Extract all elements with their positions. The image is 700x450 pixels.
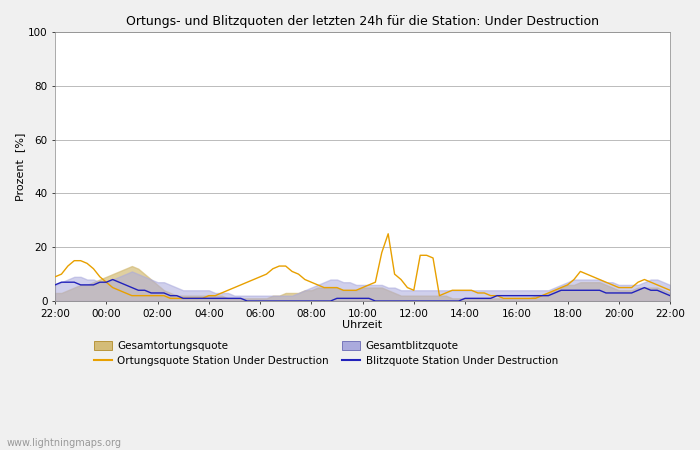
X-axis label: Uhrzeit: Uhrzeit: [342, 320, 383, 330]
Y-axis label: Prozent  [%]: Prozent [%]: [15, 132, 25, 201]
Legend: Gesamtortungsquote, Ortungsquote Station Under Destruction, Gesamtblitzquote, Bl: Gesamtortungsquote, Ortungsquote Station…: [94, 341, 558, 366]
Text: www.lightningmaps.org: www.lightningmaps.org: [7, 438, 122, 448]
Title: Ortungs- und Blitzquoten der letzten 24h für die Station: Under Destruction: Ortungs- und Blitzquoten der letzten 24h…: [126, 15, 599, 28]
